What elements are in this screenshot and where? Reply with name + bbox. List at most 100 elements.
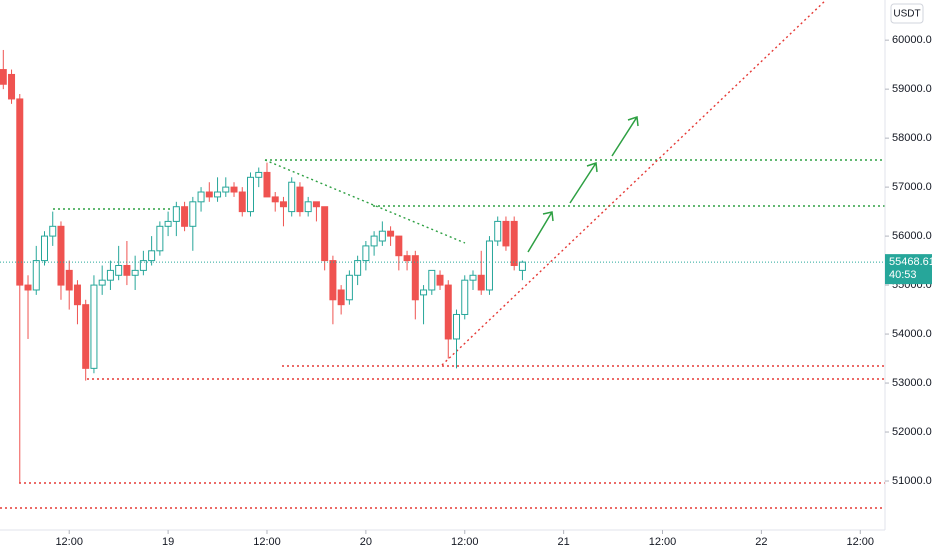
candle-body [164,220,172,227]
last-price-label: 55468.61 [889,256,932,268]
candle [321,206,329,271]
candle-body [57,225,65,286]
candle [172,201,180,237]
candle-body [304,201,312,213]
candle [469,270,477,290]
candle [494,216,502,246]
candle [288,177,296,217]
candle-body [123,264,131,276]
candle-body [181,206,189,227]
x-tick-label: 12:00 [451,536,479,548]
candle [477,250,485,295]
candle-body [0,69,7,85]
candle [510,216,518,271]
candle-body [32,260,40,291]
currency-box[interactable] [890,3,924,24]
candle [49,211,57,246]
x-tick-label: 22 [755,536,767,548]
candle-body [8,73,16,100]
candle [82,299,90,381]
candle-body [139,260,147,271]
candle [329,255,337,325]
candle [370,231,378,256]
arrows [527,115,639,253]
candle-body [329,260,337,301]
candle-body [271,196,279,203]
candle [255,167,263,188]
candle-body [106,269,114,281]
candle-body [49,225,57,237]
candle [40,231,48,266]
trend-line [264,159,466,244]
candle-body [279,201,287,208]
candle [98,265,106,295]
candle [123,240,131,286]
countdown: 40:53 [889,269,917,281]
candle-body [494,220,502,242]
y-tick-label: 60000.00 [892,34,932,46]
x-tick-label: 12:00 [253,536,281,548]
candle-body [222,186,230,193]
candle-body [82,304,90,369]
candle [148,236,156,266]
y-tick-label: 54000.00 [892,328,932,340]
candle-body [148,250,156,262]
candle-body [263,171,271,198]
candle-body [172,206,180,222]
candle-body [247,176,255,213]
candle [16,94,24,484]
candle-body [98,279,106,286]
candle-body [337,289,345,306]
candle-body [411,255,419,301]
candle [32,245,40,295]
candle-body [189,201,197,227]
candle [279,196,287,227]
candle-body [321,206,329,262]
candle [181,201,189,232]
candle [420,285,428,325]
candle-body [296,186,304,213]
y-tick-label: 58000.00 [892,132,932,144]
candle-body [40,235,48,262]
candle-body [156,225,164,252]
candle [214,177,222,202]
candle [57,221,65,300]
candle [354,255,362,286]
trend-line [441,0,827,366]
candle-body [354,260,362,276]
candle-body [469,274,477,281]
candle [337,285,345,315]
candle [131,255,139,290]
x-tick-label: 21 [558,536,570,548]
arrow [527,211,554,253]
candle [189,196,197,251]
candle [197,187,205,212]
candle [115,245,123,281]
candle [156,221,164,256]
drawings [0,0,885,509]
candle-body [420,289,428,296]
candle-body [65,269,73,291]
candle-body [214,191,222,198]
candle [411,250,419,320]
candle-body [518,261,526,271]
candle-body [230,186,238,193]
x-tick-label: 12:00 [649,536,677,548]
candle-body [453,313,461,340]
candle [296,182,304,217]
candle-body [428,269,436,291]
candle-body [345,274,353,301]
candle-body [502,220,510,247]
candle-body [395,235,403,257]
candle-body [73,284,81,306]
candle [65,260,73,310]
candle-body [255,171,263,178]
candle [403,250,411,271]
candle-body [197,191,205,203]
candle [345,270,353,305]
candle-body [115,264,123,276]
candle-body [444,284,452,340]
candle [312,201,320,222]
candle-body [510,220,518,266]
candle-body [90,284,98,369]
